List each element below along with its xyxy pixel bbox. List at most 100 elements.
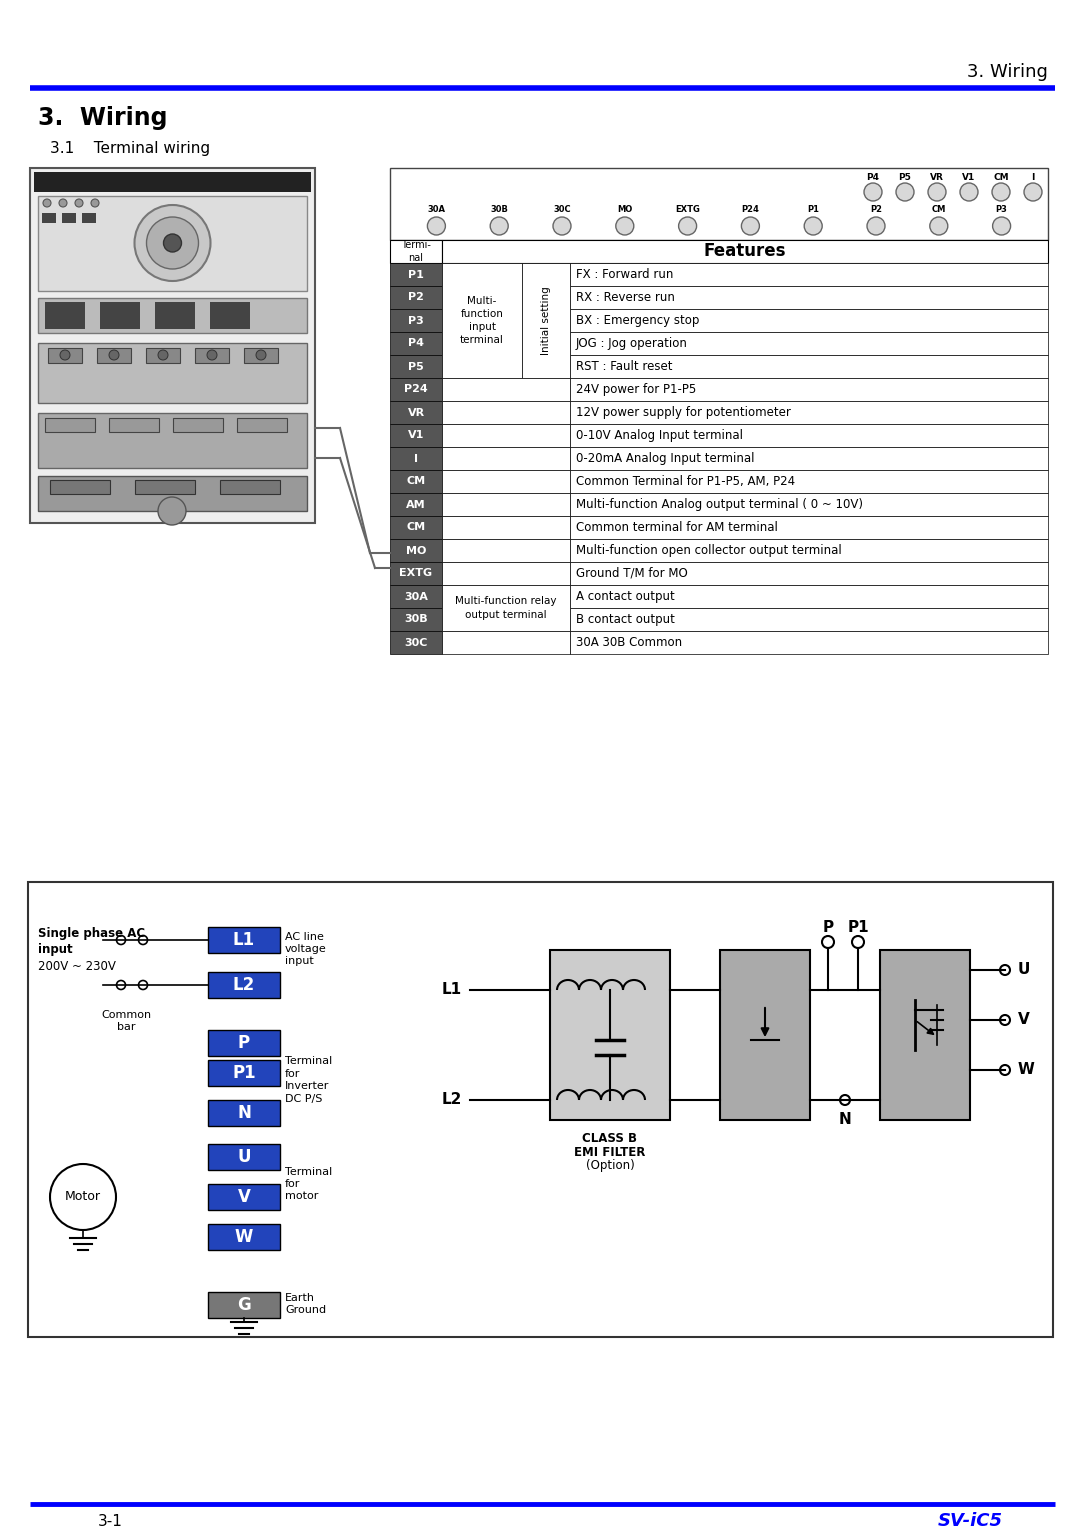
Bar [208, 1144, 280, 1170]
Bar [390, 516, 442, 539]
Circle shape [490, 217, 509, 235]
Text: P2: P2 [870, 205, 882, 214]
Bar [208, 1030, 280, 1056]
Text: CM: CM [994, 173, 1009, 182]
Text: (Option): (Option) [585, 1160, 634, 1172]
Circle shape [59, 199, 67, 206]
Text: Earth
Ground: Earth Ground [285, 1293, 326, 1316]
Bar [390, 354, 442, 377]
Bar [390, 631, 442, 654]
Text: 30A 30B Common: 30A 30B Common [576, 636, 683, 649]
Text: Multi-
function
input
terminal: Multi- function input terminal [460, 296, 504, 345]
Circle shape [138, 981, 148, 990]
Bar [390, 263, 442, 286]
Text: V1: V1 [962, 173, 975, 182]
Bar [33, 173, 311, 193]
Bar [570, 377, 1048, 400]
Text: N: N [839, 1112, 851, 1128]
Bar [570, 448, 1048, 471]
Bar [570, 423, 1048, 448]
Text: VR: VR [930, 173, 944, 182]
Text: G: G [238, 1296, 251, 1314]
Bar [38, 413, 307, 468]
Text: CM: CM [406, 523, 426, 532]
Text: 3.1    Terminal wiring: 3.1 Terminal wiring [50, 141, 211, 156]
Circle shape [864, 183, 882, 202]
Circle shape [207, 350, 217, 361]
Text: I: I [1031, 173, 1035, 182]
Text: U: U [1018, 963, 1030, 978]
Text: W: W [234, 1229, 253, 1245]
Text: L2: L2 [442, 1093, 462, 1108]
Text: MO: MO [617, 205, 633, 214]
Text: input: input [38, 943, 72, 957]
Text: Features: Features [704, 243, 786, 260]
Bar [173, 419, 222, 432]
Circle shape [993, 183, 1010, 202]
Bar [390, 471, 442, 494]
Text: A contact output: A contact output [576, 590, 675, 604]
Bar [390, 562, 442, 585]
Bar [109, 419, 159, 432]
Bar [570, 354, 1048, 377]
Circle shape [1000, 1015, 1010, 1025]
Bar [97, 348, 131, 364]
Text: Terminal
for
motor: Terminal for motor [285, 1166, 333, 1201]
Circle shape [109, 350, 119, 361]
Bar [208, 1224, 280, 1250]
Bar [390, 377, 442, 400]
Text: P: P [823, 920, 834, 935]
Bar [146, 348, 180, 364]
Bar [390, 585, 442, 608]
Circle shape [158, 350, 168, 361]
Text: CM: CM [406, 477, 426, 486]
Bar [28, 882, 1053, 1337]
Circle shape [117, 981, 125, 990]
Bar [208, 1100, 280, 1126]
Circle shape [50, 1164, 116, 1230]
Text: 0-20mA Analog Input terminal: 0-20mA Analog Input terminal [576, 452, 755, 465]
Text: 24V power for P1-P5: 24V power for P1-P5 [576, 384, 697, 396]
Bar [570, 309, 1048, 332]
Text: 3. Wiring: 3. Wiring [967, 63, 1048, 81]
Bar [570, 585, 1048, 608]
Text: U: U [238, 1148, 251, 1166]
Text: VR: VR [407, 408, 424, 417]
Text: P1: P1 [807, 205, 820, 214]
Circle shape [993, 217, 1011, 235]
Text: P24: P24 [742, 205, 759, 214]
Circle shape [840, 1096, 850, 1105]
Text: P: P [238, 1034, 251, 1051]
Bar [208, 1184, 280, 1210]
Bar [442, 423, 570, 448]
Text: 30C: 30C [404, 637, 428, 648]
Text: Motor: Motor [65, 1190, 102, 1204]
Circle shape [147, 217, 199, 269]
Circle shape [930, 217, 948, 235]
Text: 200V ~ 230V: 200V ~ 230V [38, 960, 116, 972]
Bar [390, 286, 442, 309]
Text: EXTG: EXTG [400, 568, 433, 579]
Circle shape [75, 199, 83, 206]
Circle shape [928, 183, 946, 202]
Text: Multi-function Analog output terminal ( 0 ~ 10V): Multi-function Analog output terminal ( … [576, 498, 863, 510]
Circle shape [867, 217, 885, 235]
Bar [442, 240, 1048, 263]
Text: P24: P24 [404, 385, 428, 394]
Bar [442, 400, 570, 423]
Circle shape [1000, 966, 1010, 975]
Bar [45, 419, 95, 432]
Text: P5: P5 [899, 173, 912, 182]
Bar [390, 608, 442, 631]
Text: CLASS B: CLASS B [582, 1132, 637, 1144]
Bar [38, 196, 307, 290]
Bar [570, 631, 1048, 654]
Circle shape [91, 199, 99, 206]
Circle shape [852, 937, 864, 947]
Circle shape [822, 937, 834, 947]
Bar [442, 539, 570, 562]
Bar [156, 303, 195, 329]
Bar [570, 539, 1048, 562]
Bar [570, 516, 1048, 539]
Text: 3.  Wiring: 3. Wiring [38, 105, 167, 130]
